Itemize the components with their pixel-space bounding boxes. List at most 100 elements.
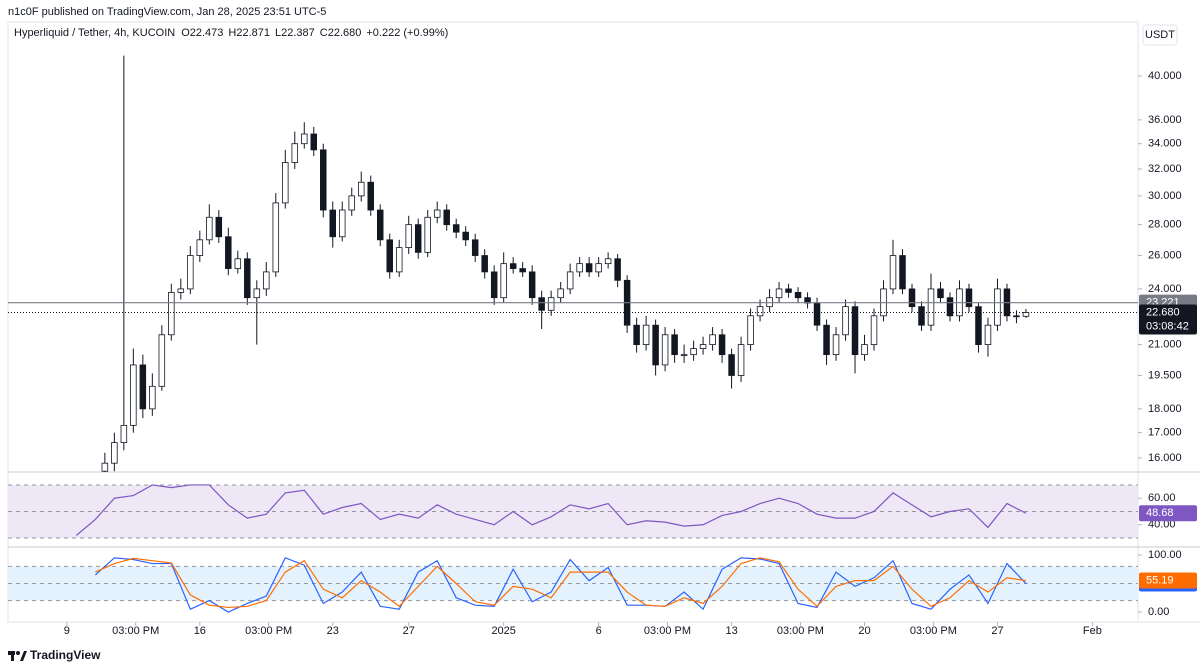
x-tick-label: 13 — [725, 625, 737, 637]
y-tick-label: 17.000 — [1148, 427, 1182, 439]
candle-body — [490, 271, 498, 299]
x-tick-label: 03:00 PM — [245, 625, 292, 637]
legend-value: H22.871 — [228, 27, 270, 39]
candle-body — [291, 143, 299, 163]
candle-body — [699, 344, 707, 349]
y-tick-label: 0.00 — [1148, 606, 1169, 618]
x-tick-label: 9 — [64, 625, 70, 637]
candle-body — [149, 385, 156, 410]
candle-body — [130, 364, 137, 426]
series-line — [95, 557, 1027, 609]
candle-body — [452, 224, 460, 233]
y-tick-label: 40.00 — [1148, 519, 1176, 531]
price-tag — [1139, 572, 1197, 589]
y-tick-label: 24.000 — [1148, 283, 1182, 295]
publisher-line: n1c0F published on TradingView.com, Jan … — [8, 6, 326, 18]
candle-body — [614, 258, 621, 281]
candle-body — [187, 255, 194, 290]
candle-body — [414, 224, 422, 253]
candle-body — [1013, 315, 1020, 318]
price-tag-label: 22.680 — [1146, 306, 1180, 318]
candle-body — [585, 263, 593, 273]
candle-body — [509, 263, 517, 269]
candle-body — [253, 288, 261, 299]
legend-value: O22.473 — [181, 27, 223, 39]
x-tick-label: 03:00 PM — [112, 625, 159, 637]
candle-body — [927, 288, 935, 326]
x-tick-label: 6 — [596, 625, 602, 637]
candle-body — [728, 354, 735, 376]
x-tick-label: 03:00 PM — [910, 625, 957, 637]
candle-body — [528, 271, 536, 299]
candle-body — [604, 258, 612, 265]
candle-body — [320, 149, 327, 211]
currency-label[interactable]: USDT — [1145, 29, 1175, 41]
candle-body — [386, 239, 393, 273]
candle-body — [376, 209, 384, 241]
x-tick-label: 27 — [403, 625, 415, 637]
candle-body — [481, 255, 488, 273]
candle-body — [225, 236, 232, 269]
candle-body — [547, 297, 555, 311]
candle-body — [471, 239, 479, 256]
candle-body — [557, 288, 564, 299]
pane — [8, 484, 1138, 539]
candle-body — [975, 306, 982, 345]
candle-body — [215, 216, 223, 238]
pane — [8, 557, 1138, 613]
candle-body — [395, 247, 403, 273]
candle-body — [899, 255, 906, 290]
candle-body — [813, 302, 821, 326]
candle-body — [424, 216, 431, 253]
candle-body — [538, 297, 545, 311]
candle-body — [642, 324, 650, 345]
x-tick-label: 23 — [327, 625, 339, 637]
candle-body — [994, 288, 1001, 326]
candle-body — [652, 324, 659, 366]
candle-body — [851, 306, 859, 356]
x-tick-label: 20 — [858, 625, 870, 637]
candle-body — [718, 334, 726, 356]
candle-body — [206, 216, 213, 241]
candle-body — [357, 181, 365, 197]
y-tick-label: 60.00 — [1148, 492, 1176, 504]
candle-body — [842, 306, 849, 336]
candle-body — [965, 288, 973, 308]
candle-body — [908, 288, 916, 308]
x-tick-label: 27 — [991, 625, 1003, 637]
candle-body — [680, 354, 688, 357]
candle-body — [500, 263, 507, 299]
candle-body — [139, 364, 147, 410]
y-tick-label: 28.000 — [1148, 219, 1182, 231]
candle-body — [633, 324, 640, 345]
candle-body — [984, 324, 992, 345]
candle-body — [111, 442, 118, 464]
candle-body — [462, 231, 469, 241]
countdown-label: 03:08:42 — [1146, 320, 1189, 332]
currency-box[interactable] — [1142, 24, 1178, 46]
candle-body — [823, 324, 830, 356]
candle-body — [785, 288, 792, 293]
candle-body — [737, 344, 745, 376]
candle-body — [861, 344, 868, 356]
x-tick-label: 03:00 PM — [777, 625, 824, 637]
y-tick-label: 32.000 — [1148, 163, 1182, 175]
candle-body — [272, 202, 280, 273]
candle-body — [405, 224, 412, 249]
series-line — [75, 484, 1027, 536]
y-tick-label: 26.000 — [1148, 249, 1182, 261]
price-tag-label: 55.19 — [1146, 574, 1174, 586]
brand-name: TradingView — [30, 648, 101, 662]
candle-body — [329, 209, 337, 238]
candle-body — [310, 133, 318, 151]
legend-value: C22.680 — [320, 27, 362, 39]
legend-value: L22.387 — [275, 27, 315, 39]
candle-body — [339, 209, 346, 238]
candle-body — [709, 334, 716, 345]
candle-body — [690, 348, 697, 356]
y-tick-label: 30.000 — [1148, 190, 1182, 202]
y-tick-label: 16.000 — [1148, 452, 1182, 464]
candle-body — [576, 263, 583, 273]
